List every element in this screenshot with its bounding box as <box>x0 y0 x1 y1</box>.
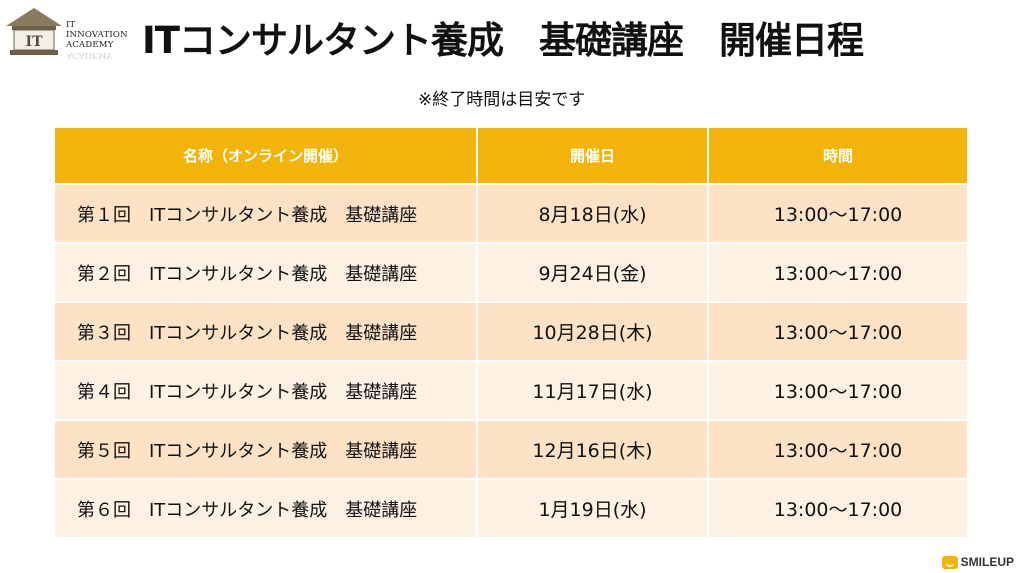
session-time: 13:00〜17:00 <box>708 478 967 537</box>
session-name: 第４回 ITコンサルタント養成 基礎講座 <box>55 360 478 420</box>
session-name: 第３回 ITコンサルタント養成 基礎講座 <box>55 301 478 361</box>
session-date: 11月17日(水) <box>477 360 709 420</box>
session-time: 13:00〜17:00 <box>708 183 967 243</box>
logo-badge: IT <box>26 34 44 50</box>
smile-icon <box>941 555 958 569</box>
session-name: 第５回 ITコンサルタント養成 基礎講座 <box>55 419 478 479</box>
session-time: 13:00〜17:00 <box>708 301 967 361</box>
logo-reflection: ACADEMY <box>66 50 113 60</box>
session-date: 9月24日(金) <box>477 242 709 302</box>
header-time: 時間 <box>708 128 967 184</box>
session-time: 13:00〜17:00 <box>708 360 967 420</box>
header-name: 名称（オンライン開催） <box>55 128 478 184</box>
table-row: 第４回 ITコンサルタント養成 基礎講座 11月17日(水) 13:00〜17:… <box>55 360 967 420</box>
table-row: 第６回 ITコンサルタント養成 基礎講座 1月19日(水) 13:00〜17:0… <box>55 478 967 537</box>
table-row: 第１回 ITコンサルタント養成 基礎講座 8月18日(水) 13:00〜17:0… <box>55 183 967 243</box>
session-date: 12月16日(木) <box>477 419 709 479</box>
session-name: 第２回 ITコンサルタント養成 基礎講座 <box>55 242 478 302</box>
session-time: 13:00〜17:00 <box>708 242 967 302</box>
end-time-note: ※終了時間は目安です <box>418 90 586 110</box>
page-title: ITコンサルタント養成 基礎講座 開催日程 <box>142 19 864 62</box>
table-header-row: 名称（オンライン開催） 開催日 時間 <box>55 128 967 184</box>
session-name: 第１回 ITコンサルタント養成 基礎講座 <box>55 183 478 243</box>
logo-text: IT INNOVATION ACADEMY <box>66 20 128 50</box>
session-date: 1月19日(水) <box>477 478 709 537</box>
logo-line-2: INNOVATION <box>66 30 128 40</box>
session-time: 13:00〜17:00 <box>708 419 967 479</box>
logo-line-3: ACADEMY <box>66 40 114 50</box>
smileup-logo: SMILEUP <box>941 555 1014 569</box>
academy-logo: IT IT INNOVATION ACADEMY ACADEMY <box>4 6 134 66</box>
table-row: 第２回 ITコンサルタント養成 基礎講座 9月24日(金) 13:00〜17:0… <box>55 242 967 302</box>
table-row: 第５回 ITコンサルタント養成 基礎講座 12月16日(木) 13:00〜17:… <box>55 419 967 479</box>
footer-brand: SMILEUP <box>960 555 1014 569</box>
session-date: 8月18日(水) <box>477 183 709 243</box>
schedule-table: 名称（オンライン開催） 開催日 時間 第１回 ITコンサルタント養成 基礎講座 … <box>55 128 967 537</box>
table-row: 第３回 ITコンサルタント養成 基礎講座 10月28日(木) 13:00〜17:… <box>55 301 967 361</box>
temple-logo-icon: IT <box>6 8 62 55</box>
logo-line-1: IT <box>66 20 76 30</box>
header-date: 開催日 <box>477 128 709 184</box>
session-name: 第６回 ITコンサルタント養成 基礎講座 <box>55 478 478 537</box>
session-date: 10月28日(木) <box>477 301 709 361</box>
